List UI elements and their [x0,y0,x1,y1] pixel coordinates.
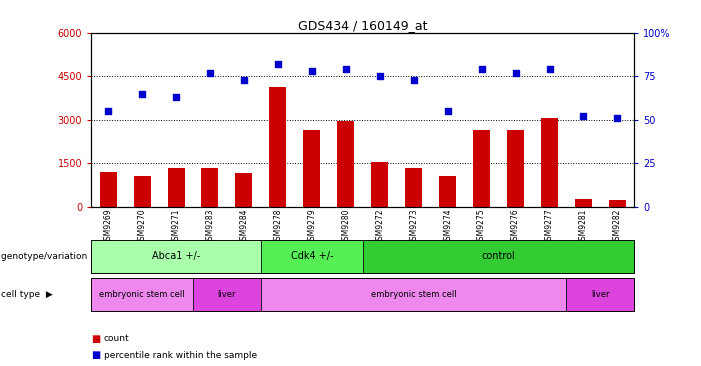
Bar [405,168,422,207]
Bar [201,168,219,207]
Bar [541,119,558,207]
Bar [100,172,116,207]
Point [170,94,182,100]
Point [612,115,623,121]
Text: control: control [482,251,515,261]
Point [374,74,386,79]
Text: liver: liver [591,290,610,299]
Point [510,70,521,76]
Point [306,68,318,74]
Point [476,67,487,72]
Point [272,61,283,67]
Text: embryonic stem cell: embryonic stem cell [371,290,456,299]
Bar [609,201,626,207]
Text: percentile rank within the sample: percentile rank within the sample [104,351,257,359]
Title: GDS434 / 160149_at: GDS434 / 160149_at [298,19,428,32]
Text: Cdk4 +/-: Cdk4 +/- [291,251,333,261]
Text: ■: ■ [91,333,100,344]
Text: genotype/variation  ▶: genotype/variation ▶ [1,252,100,261]
Text: count: count [104,334,130,343]
Point [408,77,419,83]
Point [102,108,114,114]
Bar [575,199,592,207]
Text: Abca1 +/-: Abca1 +/- [152,251,200,261]
Bar [507,130,524,207]
Text: liver: liver [218,290,236,299]
Point [442,108,454,114]
Point [578,113,589,119]
Bar [337,121,354,207]
Point [544,67,555,72]
Text: cell type  ▶: cell type ▶ [1,290,53,299]
Bar [439,176,456,207]
Bar [304,130,320,207]
Bar [168,168,184,207]
Point [340,67,351,72]
Text: embryonic stem cell: embryonic stem cell [100,290,185,299]
Bar [372,162,388,207]
Bar [473,130,490,207]
Bar [236,173,252,207]
Bar [134,176,151,207]
Point [238,77,250,83]
Bar [269,86,287,207]
Text: ■: ■ [91,350,100,360]
Point [137,91,148,97]
Point [205,70,216,76]
